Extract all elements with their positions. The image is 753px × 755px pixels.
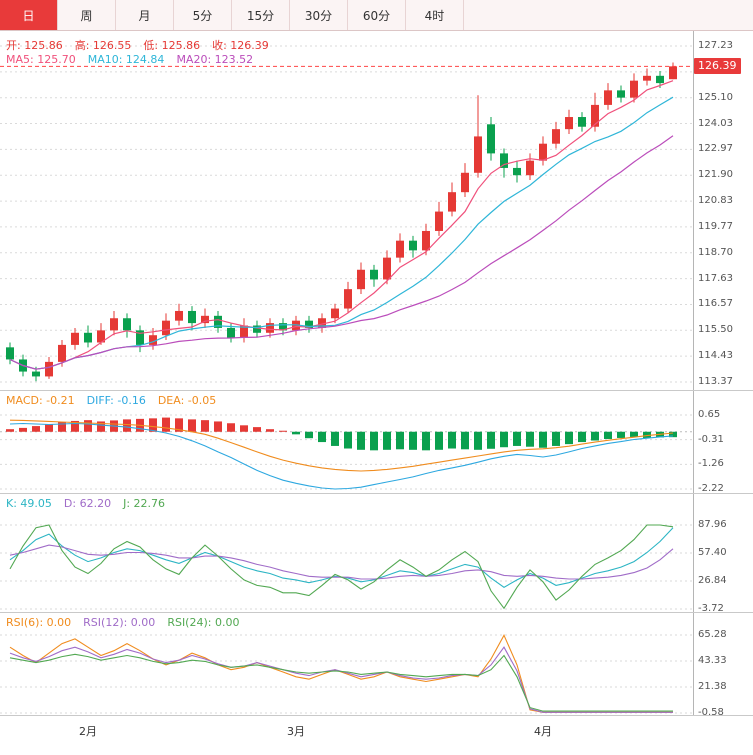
x-axis-label-feb: 2月 (79, 725, 97, 738)
ma5-value: MA5: 125.70 (6, 53, 76, 66)
high-value: 高: 126.55 (74, 39, 132, 52)
tab-4hour[interactable]: 4时 (406, 0, 464, 30)
y-axis-label: 87.96 (698, 519, 727, 530)
k-value: K: 49.05 (6, 497, 52, 510)
j-value: J: 22.76 (123, 497, 166, 510)
y-axis-label: 118.70 (698, 246, 733, 258)
macd-value: MACD: -0.21 (6, 394, 75, 407)
rsi24-value: RSI(24): 0.00 (167, 616, 240, 629)
tab-30min[interactable]: 30分 (290, 0, 348, 30)
y-axis-label: 115.50 (698, 324, 733, 336)
y-axis-label: 119.77 (698, 220, 733, 232)
tab-month[interactable]: 月 (116, 0, 174, 30)
y-axis-label: 26.84 (698, 575, 727, 586)
y-axis-label: 125.10 (698, 91, 733, 103)
x-axis-label-mar: 3月 (287, 725, 305, 738)
close-value: 收: 126.39 (212, 39, 269, 52)
y-axis-label: 113.37 (698, 376, 733, 387)
x-axis-label-apr: 4月 (534, 725, 552, 738)
ma-header: MA5: 125.70 MA10: 124.84 MA20: 123.52 (6, 53, 253, 66)
macd-panel: MACD: -0.21 DIFF: -0.16 DEA: -0.05 0.65 -… (0, 390, 753, 494)
price-y-axis: 127.23126.17125.10124.03122.97121.90120.… (693, 31, 753, 390)
tab-60min[interactable]: 60分 (348, 0, 406, 30)
kdj-header: K: 49.05 D: 62.20 J: 22.76 (6, 497, 165, 510)
ma10-value: MA10: 124.84 (87, 53, 165, 66)
tab-5min[interactable]: 5分 (174, 0, 232, 30)
y-axis-label: -3.72 (698, 603, 724, 614)
kdj-chart (0, 524, 693, 610)
y-axis-label: 121.90 (698, 169, 733, 181)
open-value: 开: 125.86 (6, 39, 63, 52)
x-axis: 2月 3月 4月 (0, 715, 753, 755)
ma20-value: MA20: 123.52 (176, 53, 254, 66)
ohlc-header: 开: 125.86 高: 126.55 低: 125.86 收: 126.39 (6, 37, 269, 53)
rsi6-value: RSI(6): 0.00 (6, 616, 72, 629)
y-axis-label: 127.23 (698, 40, 733, 51)
y-axis-label: 122.97 (698, 143, 733, 155)
y-axis-label: -2.22 (698, 483, 724, 494)
y-axis-label: 114.43 (698, 350, 733, 362)
d-value: D: 62.20 (63, 497, 112, 510)
rsi-chart (0, 634, 693, 714)
current-price-badge: 126.39 (694, 58, 741, 75)
candlestick-panel: 开: 125.86 高: 126.55 低: 125.86 收: 126.39 … (0, 31, 753, 390)
y-axis-label: 65.28 (698, 629, 727, 640)
tab-15min[interactable]: 15分 (232, 0, 290, 30)
y-axis-label: 120.83 (698, 195, 733, 207)
rsi-header: RSI(6): 0.00 RSI(12): 0.00 RSI(24): 0.00 (6, 616, 239, 629)
dea-value: DEA: -0.05 (157, 394, 217, 407)
rsi-y-axis: 65.28 43.33 21.38 -0.58 (693, 613, 753, 718)
y-axis-label: 21.38 (698, 681, 727, 692)
y-axis-label: 0.65 (698, 409, 721, 420)
macd-chart (0, 414, 693, 490)
y-axis-label: 43.33 (698, 655, 727, 666)
y-axis-label: 124.03 (698, 117, 733, 129)
y-axis-label: 116.57 (698, 298, 733, 310)
y-axis-label: 117.63 (698, 272, 733, 284)
y-axis-label: -0.31 (698, 433, 724, 445)
rsi12-value: RSI(12): 0.00 (83, 616, 156, 629)
y-axis-label: -1.26 (698, 458, 724, 470)
tab-day[interactable]: 日 (0, 0, 58, 30)
y-axis-label: -0.58 (698, 707, 724, 718)
timeframe-tabbar: 日 周 月 5分 15分 30分 60分 4时 (0, 0, 753, 31)
macd-header: MACD: -0.21 DIFF: -0.16 DEA: -0.05 (6, 394, 216, 407)
low-value: 低: 125.86 (143, 39, 201, 52)
diff-value: DIFF: -0.16 (86, 394, 146, 407)
candlestick-chart (0, 45, 693, 383)
tab-week[interactable]: 周 (58, 0, 116, 30)
macd-y-axis: 0.65 -0.31 -1.26 -2.22 (693, 391, 753, 494)
kdj-panel: K: 49.05 D: 62.20 J: 22.76 87.96 57.40 26.… (0, 493, 753, 614)
rsi-panel: RSI(6): 0.00 RSI(12): 0.00 RSI(24): 0.00… (0, 612, 753, 718)
y-axis-label: 57.40 (698, 547, 727, 558)
kdj-y-axis: 87.96 57.40 26.84 -3.72 (693, 494, 753, 614)
